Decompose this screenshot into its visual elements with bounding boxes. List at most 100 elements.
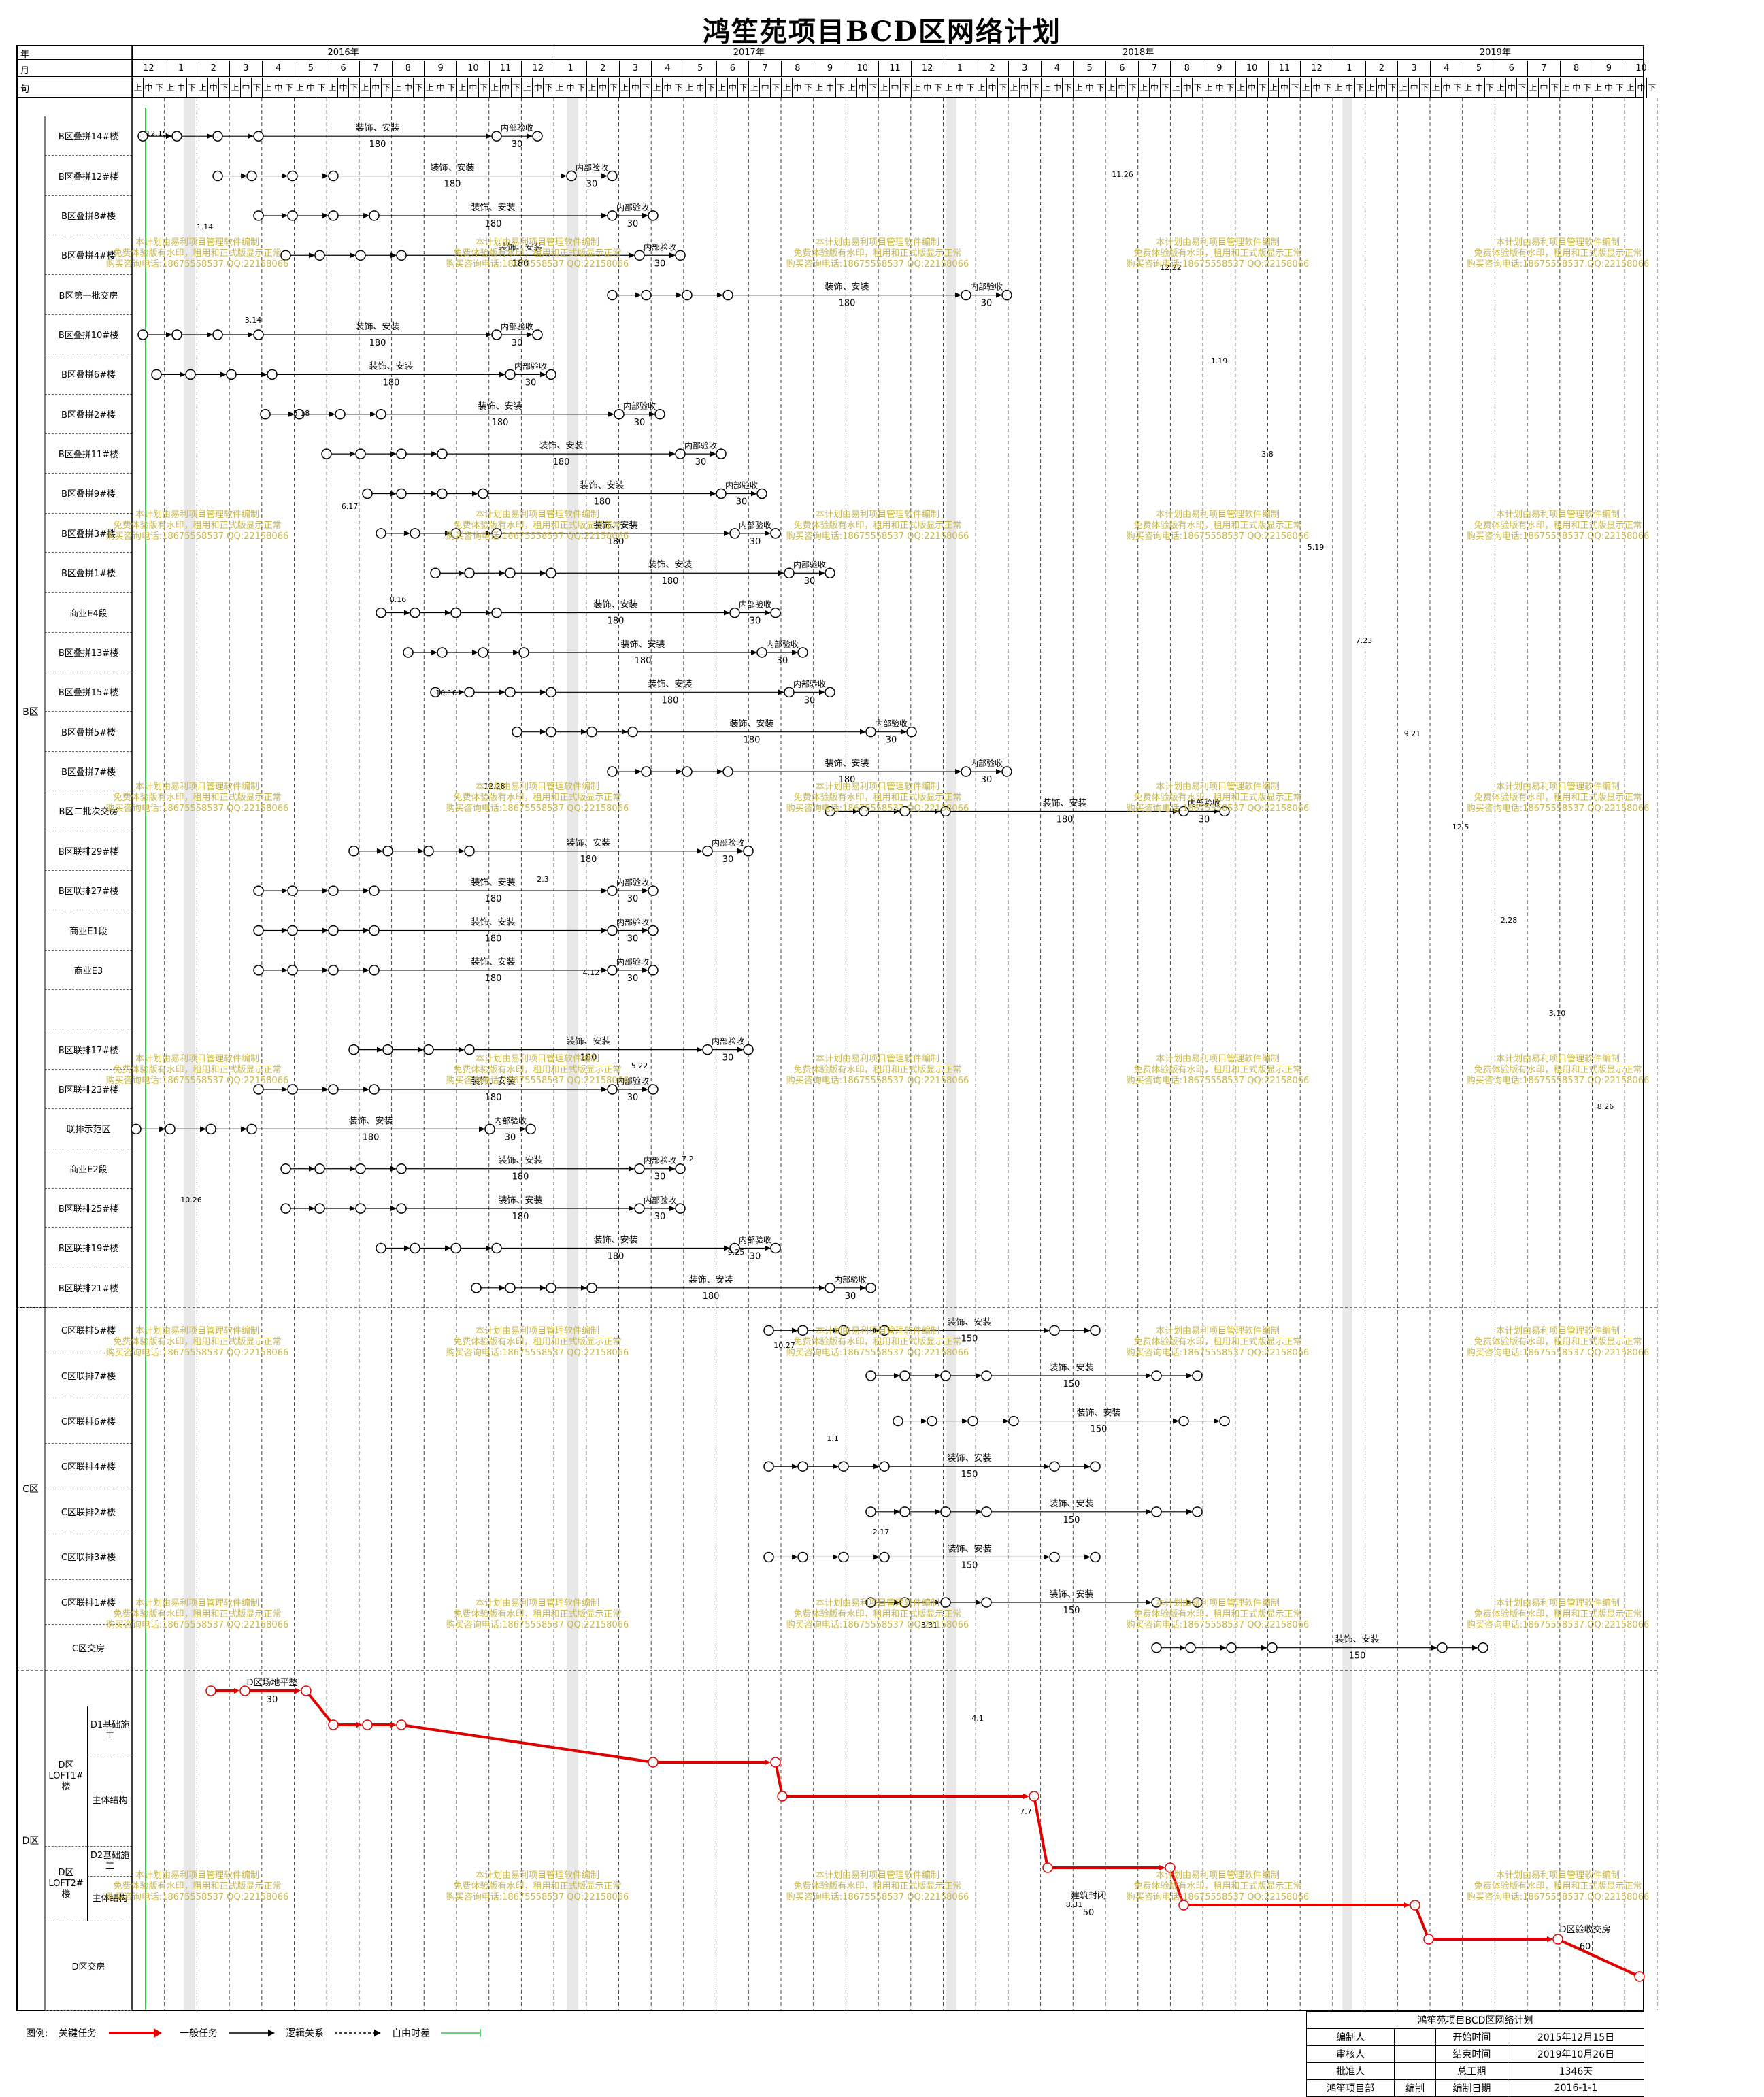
arrowhead	[935, 808, 941, 814]
date-label: 9.25	[728, 1248, 745, 1257]
xun-cell: 上	[1332, 78, 1344, 98]
xun-cell: 上	[943, 78, 954, 98]
watermark-text: 本计划由易利项目管理软件编制	[1156, 1326, 1280, 1336]
xun-cell: 下	[1289, 78, 1300, 98]
event-node	[1552, 1934, 1563, 1945]
task-duration: 150	[1063, 1515, 1080, 1525]
watermark-text: 购买咨询电话:18675558537 QQ:22158066	[1127, 1892, 1310, 1902]
task-duration: 30	[512, 139, 523, 150]
date-label: 3.10	[1549, 1009, 1566, 1018]
arrowhead	[499, 570, 505, 576]
watermark-text: 购买咨询电话:18675558537 QQ:22158066	[1127, 803, 1310, 814]
task-name: 装饰、安装	[620, 640, 665, 650]
event-node	[253, 329, 264, 340]
event-node	[1410, 1900, 1420, 1911]
event-node	[253, 925, 264, 936]
event-node	[566, 170, 577, 182]
holiday-band	[567, 98, 578, 2010]
arrowhead	[833, 1327, 839, 1334]
xun-cell: 下	[705, 78, 716, 98]
event-node	[212, 329, 223, 340]
watermark-text: 免费体验版有水印，租用和正式版显示正常	[1474, 1336, 1642, 1347]
xun-cell: 中	[1148, 78, 1160, 98]
arrowhead	[350, 252, 356, 259]
legend-critical-label: 关键任务	[59, 2028, 97, 2039]
watermark-text: 免费体验版有水印，租用和正式版显示正常	[793, 792, 961, 803]
event-node	[940, 1370, 951, 1381]
event-node	[1151, 1506, 1162, 1517]
event-node	[648, 210, 659, 221]
watermark-text: 本计划由易利项目管理软件编制	[476, 1598, 599, 1608]
event-node	[675, 250, 686, 261]
month-cell: 5	[683, 61, 716, 77]
task-duration: 30	[845, 1291, 856, 1302]
xun-cell: 中	[1084, 78, 1095, 98]
event-node	[280, 1163, 291, 1174]
xun-cell: 中	[889, 78, 900, 98]
task-duration: 180	[369, 139, 386, 150]
arrowhead	[390, 1722, 397, 1728]
event-node	[287, 965, 298, 976]
c-row-label: C区联排7#楼	[45, 1353, 132, 1399]
event-node	[437, 647, 448, 658]
month-cell: 6	[1495, 61, 1527, 77]
event-node	[743, 846, 754, 857]
arrowhead	[676, 292, 682, 298]
arrowhead	[676, 769, 682, 775]
arrowhead	[390, 491, 397, 497]
arrowhead	[499, 689, 505, 695]
xun-cell: 中	[1603, 78, 1614, 98]
month-cell: 3	[1008, 61, 1041, 77]
holiday-band	[184, 98, 196, 2010]
watermark-text: 本计划由易利项目管理软件编制	[1156, 782, 1280, 792]
info-org: 鸿笙项目部	[1305, 2079, 1395, 2097]
arrowhead	[248, 133, 254, 139]
xun-cell: 下	[640, 78, 651, 98]
b-row-label: B区联排17#楼	[45, 1029, 132, 1070]
event-node	[396, 488, 407, 499]
date-label: 8.31	[1066, 1900, 1083, 1909]
task-duration: 30	[586, 180, 598, 190]
arrowhead	[996, 292, 1002, 298]
event-node	[756, 647, 767, 658]
arrowhead	[288, 411, 295, 417]
arrowhead	[724, 530, 730, 536]
legend-normal-label: 一般任务	[180, 2028, 218, 2039]
task-name: 装饰、安装	[471, 918, 515, 928]
watermark-text: 免费体验版有水印，租用和正式版显示正常	[793, 1881, 961, 1892]
arrowhead	[180, 371, 186, 378]
b-row-label: B区叠拼14#楼	[45, 116, 132, 156]
event-node	[961, 766, 971, 777]
task-duration: 180	[369, 338, 386, 348]
event-node	[825, 567, 835, 578]
watermark-text: 本计划由易利项目管理软件编制	[476, 1870, 599, 1881]
task-name: 装饰、安装	[478, 401, 522, 412]
event-node	[287, 210, 298, 221]
task-duration: 180	[839, 775, 856, 785]
task-duration: 180	[580, 855, 597, 865]
event-node	[967, 1415, 978, 1427]
arrowhead	[792, 649, 798, 655]
month-cell: 2	[976, 61, 1008, 77]
watermark-text: 免费体验版有水印，租用和正式版显示正常	[453, 1608, 621, 1619]
arrowhead	[390, 1206, 397, 1212]
xun-cell: 上	[1137, 78, 1149, 98]
task-name: 内部验收	[501, 122, 533, 133]
event-node	[1185, 1642, 1196, 1653]
arrowhead	[976, 1600, 982, 1606]
arrowhead	[1146, 1600, 1152, 1606]
arrowhead	[819, 570, 825, 576]
event-node	[287, 885, 298, 896]
xun-cell: 中	[1505, 78, 1516, 98]
month-cell: 7	[1137, 61, 1171, 77]
xun-cell: 下	[510, 78, 522, 98]
xun-cell: 中	[240, 78, 251, 98]
arrowhead	[608, 411, 614, 417]
arrowhead	[724, 610, 730, 616]
zone-d-label: D区	[16, 1670, 45, 2011]
task-duration: 30	[267, 1695, 278, 1705]
task-name: 内部验收	[514, 361, 547, 371]
arrowhead	[724, 1245, 730, 1251]
event-node	[716, 448, 727, 459]
watermark-text: 购买咨询电话:18675558537 QQ:22158066	[1127, 1619, 1310, 1630]
